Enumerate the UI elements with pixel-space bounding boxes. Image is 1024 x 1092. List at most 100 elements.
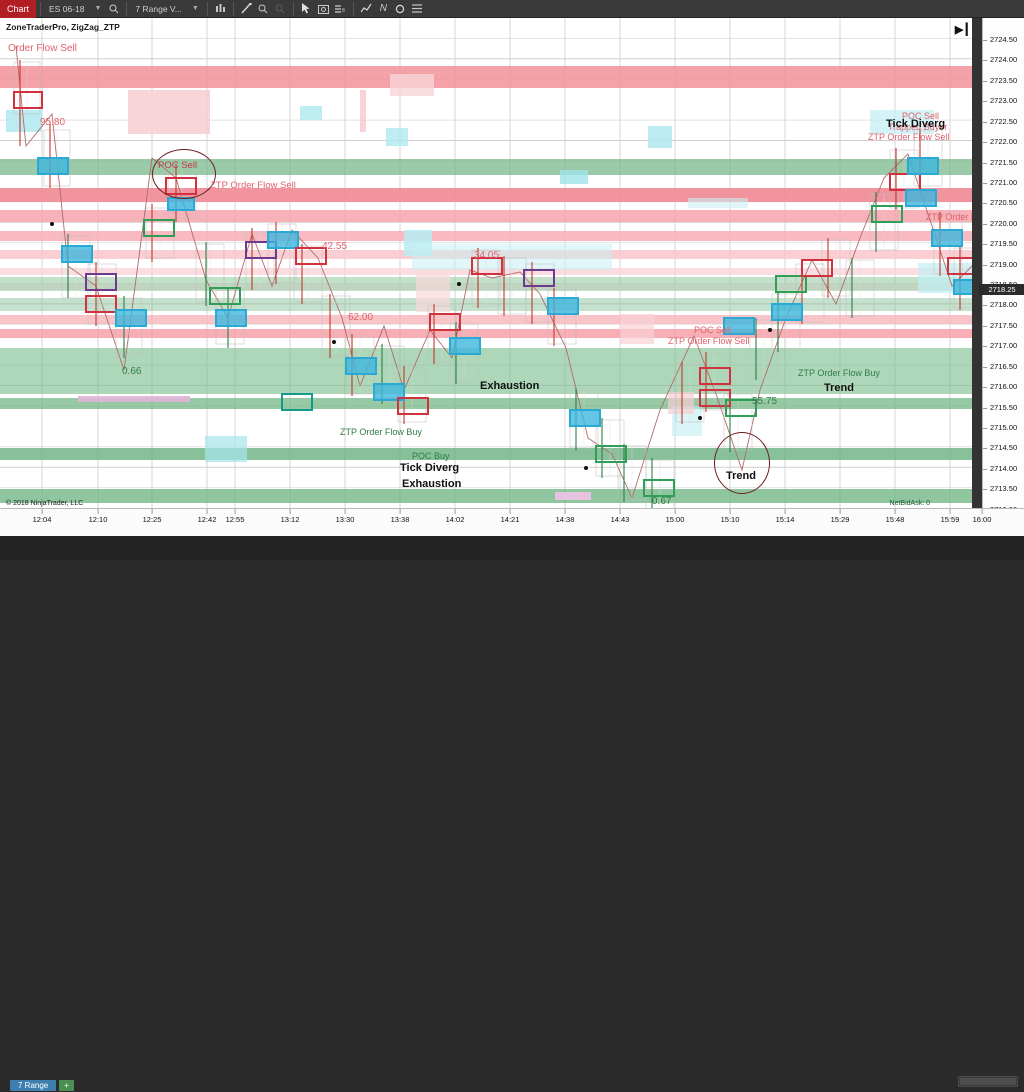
workspace-tab-range[interactable]: 7 Range (10, 1079, 57, 1091)
copyright-label: © 2018 NinjaTrader, LLC (6, 500, 84, 507)
data-series-icon[interactable] (212, 0, 229, 18)
toolbar-divider-5 (292, 1, 294, 16)
price-tick: 2716.00 (983, 381, 1024, 393)
instrument-selector[interactable]: ES 06-18 ▼ (45, 4, 105, 14)
price-label-3405: 34.05 (474, 250, 500, 261)
toolbar: Chart ES 06-18 ▼ 7 Range V... ▼ 8 N (0, 0, 1024, 18)
price-tick: 2721.50 (983, 157, 1024, 169)
price-tick: 2714.00 (983, 463, 1024, 475)
tick-diverg-bottom: Tick Diverg (400, 462, 460, 474)
time-tick: 15:48 (885, 509, 905, 524)
price-tick: 2723.00 (983, 95, 1024, 107)
trend-circle (714, 432, 770, 494)
workspace-tabs[interactable]: 7 Range + (0, 1078, 74, 1092)
status-strip: 7 Range + (0, 536, 1024, 1091)
poc-sell-left: POC Sell (158, 160, 198, 171)
time-tick: 12:10 (88, 509, 108, 524)
toolbar-divider-3 (206, 1, 208, 16)
time-tick: 12:04 (32, 509, 52, 524)
price-tick: 2724.50 (983, 34, 1024, 46)
price-tick: 2716.50 (983, 361, 1024, 373)
workspace-tab-add[interactable]: + (59, 1079, 74, 1091)
indicator-icon[interactable] (358, 0, 375, 18)
ztp-order-flow-buy-left: ZTP Order Flow Buy (340, 427, 422, 437)
list-icon[interactable] (409, 0, 426, 18)
price-axis[interactable]: 2724.50 2724.00 2723.50 2723.00 2722.50 2722.… (979, 18, 1024, 514)
time-tick: 14:21 (500, 509, 520, 524)
toolbar-divider-6 (352, 1, 354, 16)
exhaustion-mid: Exhaustion (480, 380, 540, 392)
price-tick: 2724.00 (983, 54, 1024, 66)
chart-tab[interactable]: Chart (0, 0, 37, 18)
ztp-order-flow-sell-topright: ZTP Order Flow Sell (868, 132, 950, 142)
time-tick: 12:25 (142, 509, 162, 524)
zoom-in-icon[interactable] (255, 0, 272, 18)
interval-selector[interactable]: 7 Range V... ▼ (131, 4, 202, 14)
trapped-seller: Trapped Seller (630, 507, 685, 508)
price-tick: 2720.50 (983, 197, 1024, 209)
ztp-order-flow-sell-right: ZTP Order Flow Sell (668, 336, 750, 346)
scroll-to-end-icon[interactable]: ▶┃ (954, 24, 970, 36)
time-tick: 15:10 (720, 509, 740, 524)
horizontal-scrollbar[interactable] (958, 1076, 1018, 1087)
poc-sell-right: POC Sell (694, 325, 732, 335)
time-tick: 12:42 (197, 509, 217, 524)
cursor-icon[interactable] (298, 0, 315, 18)
price-tick: 2719.50 (983, 238, 1024, 250)
price-tick: 2719.00 (983, 259, 1024, 271)
time-tick: 16:00 (972, 509, 992, 524)
ztp-order-flow-buy-right: ZTP Order Flow Buy (798, 368, 880, 378)
order-icon[interactable] (392, 0, 409, 18)
toolbar-divider-2 (126, 1, 128, 16)
price-label-5575: 55.75 (752, 396, 778, 407)
time-tick: 15:00 (665, 509, 685, 524)
trend-circle-label: Trend (726, 470, 756, 482)
vertical-gridlines (41, 18, 951, 508)
ztp-order-flow-right-edge: ZTP Order Flo (926, 212, 982, 222)
toolbar-divider-4 (232, 1, 234, 16)
price-label-4255: 42.55 (322, 241, 348, 252)
pink-volume-blocks (128, 74, 694, 414)
order-flow-sell-top: Order Flow Sell (8, 43, 77, 54)
price-tick: 2713.50 (983, 483, 1024, 495)
data-box-icon[interactable]: 8 (332, 0, 349, 18)
zoom-out-icon[interactable] (272, 0, 289, 18)
scrollbar-thumb[interactable] (960, 1078, 1016, 1085)
chart-right-rail[interactable] (972, 18, 982, 508)
time-tick: 13:12 (280, 509, 300, 524)
ztp-order-flow-sell-left: ZTP Order Flow Sell (210, 180, 296, 191)
price-tick: 2721.00 (983, 177, 1024, 189)
snapshot-icon[interactable] (315, 0, 332, 18)
interval-label: 7 Range V... (135, 3, 182, 14)
price-tick: 2718.00 (983, 299, 1024, 311)
toolbar-divider (40, 1, 42, 16)
price-tick: 2723.50 (983, 75, 1024, 87)
search-icon[interactable] (105, 0, 122, 18)
chart-area[interactable]: Order Flow Sell POC Sell ZTP Order Flow Se… (0, 18, 1024, 536)
netbidask-label: NetBidAsk: 0 (889, 500, 930, 507)
price-tick: 2717.50 (983, 320, 1024, 332)
time-tick: 13:30 (335, 509, 355, 524)
tick-diverg-topright: Tick Diverg (886, 118, 946, 130)
signal-boxes (13, 91, 981, 497)
poc-sell-circle (152, 149, 216, 199)
price-tick: 2714.50 (983, 442, 1024, 454)
time-axis[interactable]: 12:04 12:10 12:25 12:42 12:55 13:12 13:30 13:38… (0, 508, 1024, 536)
drawing-tools-icon[interactable] (238, 0, 255, 18)
time-tick: 14:02 (445, 509, 465, 524)
trend-right: Trend (824, 382, 854, 394)
price-tick: 2715.00 (983, 422, 1024, 434)
trapped-buyer-topright: Trapped Buyer (888, 122, 948, 132)
chevron-down-icon[interactable]: ▼ (94, 5, 102, 12)
price-plot[interactable]: Order Flow Sell POC Sell ZTP Order Flow Se… (0, 18, 982, 508)
chevron-down-icon-2[interactable]: ▼ (191, 5, 199, 12)
exhaustion-bottom: Exhaustion (402, 478, 462, 490)
price-tick: 2715.50 (983, 402, 1024, 414)
svg-text:8: 8 (342, 8, 345, 13)
price-tick: 2717.00 (983, 340, 1024, 352)
chart-indicator-header: ZoneTraderPro, ZigZag_ZTP (6, 22, 120, 32)
time-tick: 14:43 (610, 509, 630, 524)
price-label-9580: 95.80 (40, 117, 66, 128)
last-price-marker: 2718.25 (979, 284, 1024, 296)
strategy-icon[interactable]: N (379, 3, 387, 14)
